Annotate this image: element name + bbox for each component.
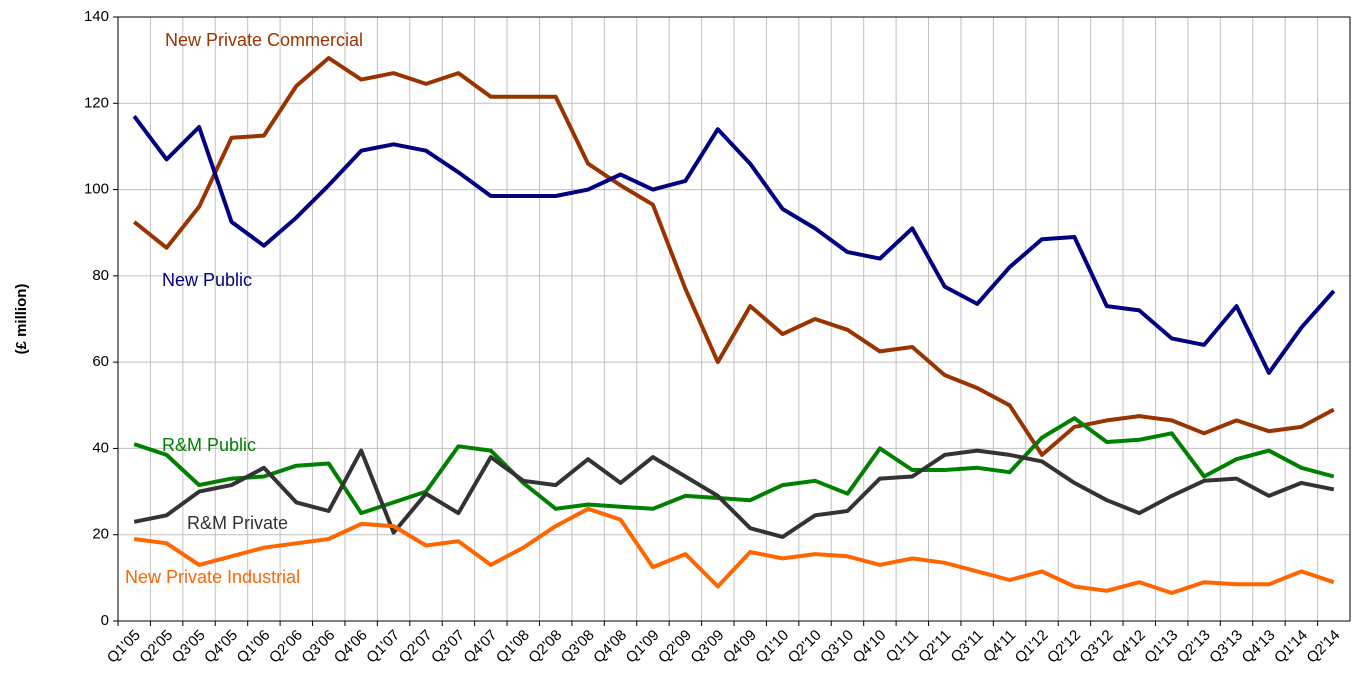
x-tick-label: Q4'11 <box>980 627 1019 666</box>
x-tick-label: Q3'09 <box>687 627 727 667</box>
x-tick-label: Q1'10 <box>752 627 792 667</box>
series-line <box>133 506 1335 595</box>
x-tick-label: Q1'11 <box>883 627 922 666</box>
x-tick-label: Q4'05 <box>201 627 241 667</box>
x-tick-label: Q2'10 <box>785 627 825 667</box>
x-tick-label: Q3'10 <box>817 627 857 667</box>
x-tick-label: Q3'07 <box>428 627 468 667</box>
x-tick-label: Q1'06 <box>234 627 274 667</box>
y-tick-label: 100 <box>84 181 109 198</box>
x-tick-label: Q2'05 <box>136 627 176 667</box>
x-tick-label: Q1'12 <box>1012 627 1052 667</box>
y-tick-label: 0 <box>101 612 109 629</box>
series-label: R&M Public <box>162 435 256 455</box>
series-line <box>132 114 1336 375</box>
y-tick-label: 120 <box>84 94 109 111</box>
series-label: R&M Private <box>187 513 288 533</box>
x-tick-label: Q2'11 <box>915 627 954 666</box>
series-line <box>133 448 1335 539</box>
x-tick-label: Q4'10 <box>850 627 890 667</box>
x-tick-label: Q1'13 <box>1141 627 1181 667</box>
series-label: New Private Commercial <box>165 30 363 50</box>
x-tick-label: Q1'08 <box>493 627 533 667</box>
x-tick-label: Q3'12 <box>1076 627 1116 667</box>
x-tick-label: Q1'14 <box>1271 627 1311 667</box>
x-tick-label: Q3'13 <box>1206 627 1246 667</box>
y-tick-label: 60 <box>92 353 109 370</box>
series-line <box>132 56 1335 457</box>
x-tick-label: Q2'07 <box>396 627 436 667</box>
x-tick-label: Q1'05 <box>104 627 144 667</box>
series-line <box>133 416 1335 516</box>
x-tick-label: Q3'06 <box>298 627 338 667</box>
x-tick-label: Q1'07 <box>363 627 403 667</box>
x-tick-label: Q2'06 <box>266 627 306 667</box>
x-tick-label: Q2'12 <box>1044 627 1084 667</box>
x-tick-label: Q2'09 <box>655 627 695 667</box>
y-axis-label: (£ million) <box>13 284 30 355</box>
x-tick-label: Q4'07 <box>460 627 500 667</box>
x-tick-label: Q3'05 <box>169 627 209 667</box>
x-tick-label: Q4'12 <box>1109 627 1149 667</box>
series-label: New Public <box>162 270 252 290</box>
y-tick-label: 80 <box>92 267 109 284</box>
y-tick-label: 140 <box>84 8 109 25</box>
x-tick-label: Q4'09 <box>720 627 760 667</box>
x-tick-label: Q2'08 <box>525 627 565 667</box>
x-tick-label: Q3'08 <box>558 627 598 667</box>
x-tick-label: Q4'08 <box>590 627 630 667</box>
x-tick-label: Q2'13 <box>1174 627 1214 667</box>
x-tick-label: Q4'13 <box>1239 627 1279 667</box>
x-tick-label: Q1'09 <box>623 627 663 667</box>
y-tick-label: 40 <box>92 439 109 456</box>
y-tick-label: 20 <box>92 526 109 543</box>
x-tick-label: Q3'11 <box>948 627 987 666</box>
x-tick-label: Q2'14 <box>1303 627 1343 667</box>
x-tick-label: Q4'06 <box>331 627 371 667</box>
series-label: New Private Industrial <box>125 567 300 587</box>
